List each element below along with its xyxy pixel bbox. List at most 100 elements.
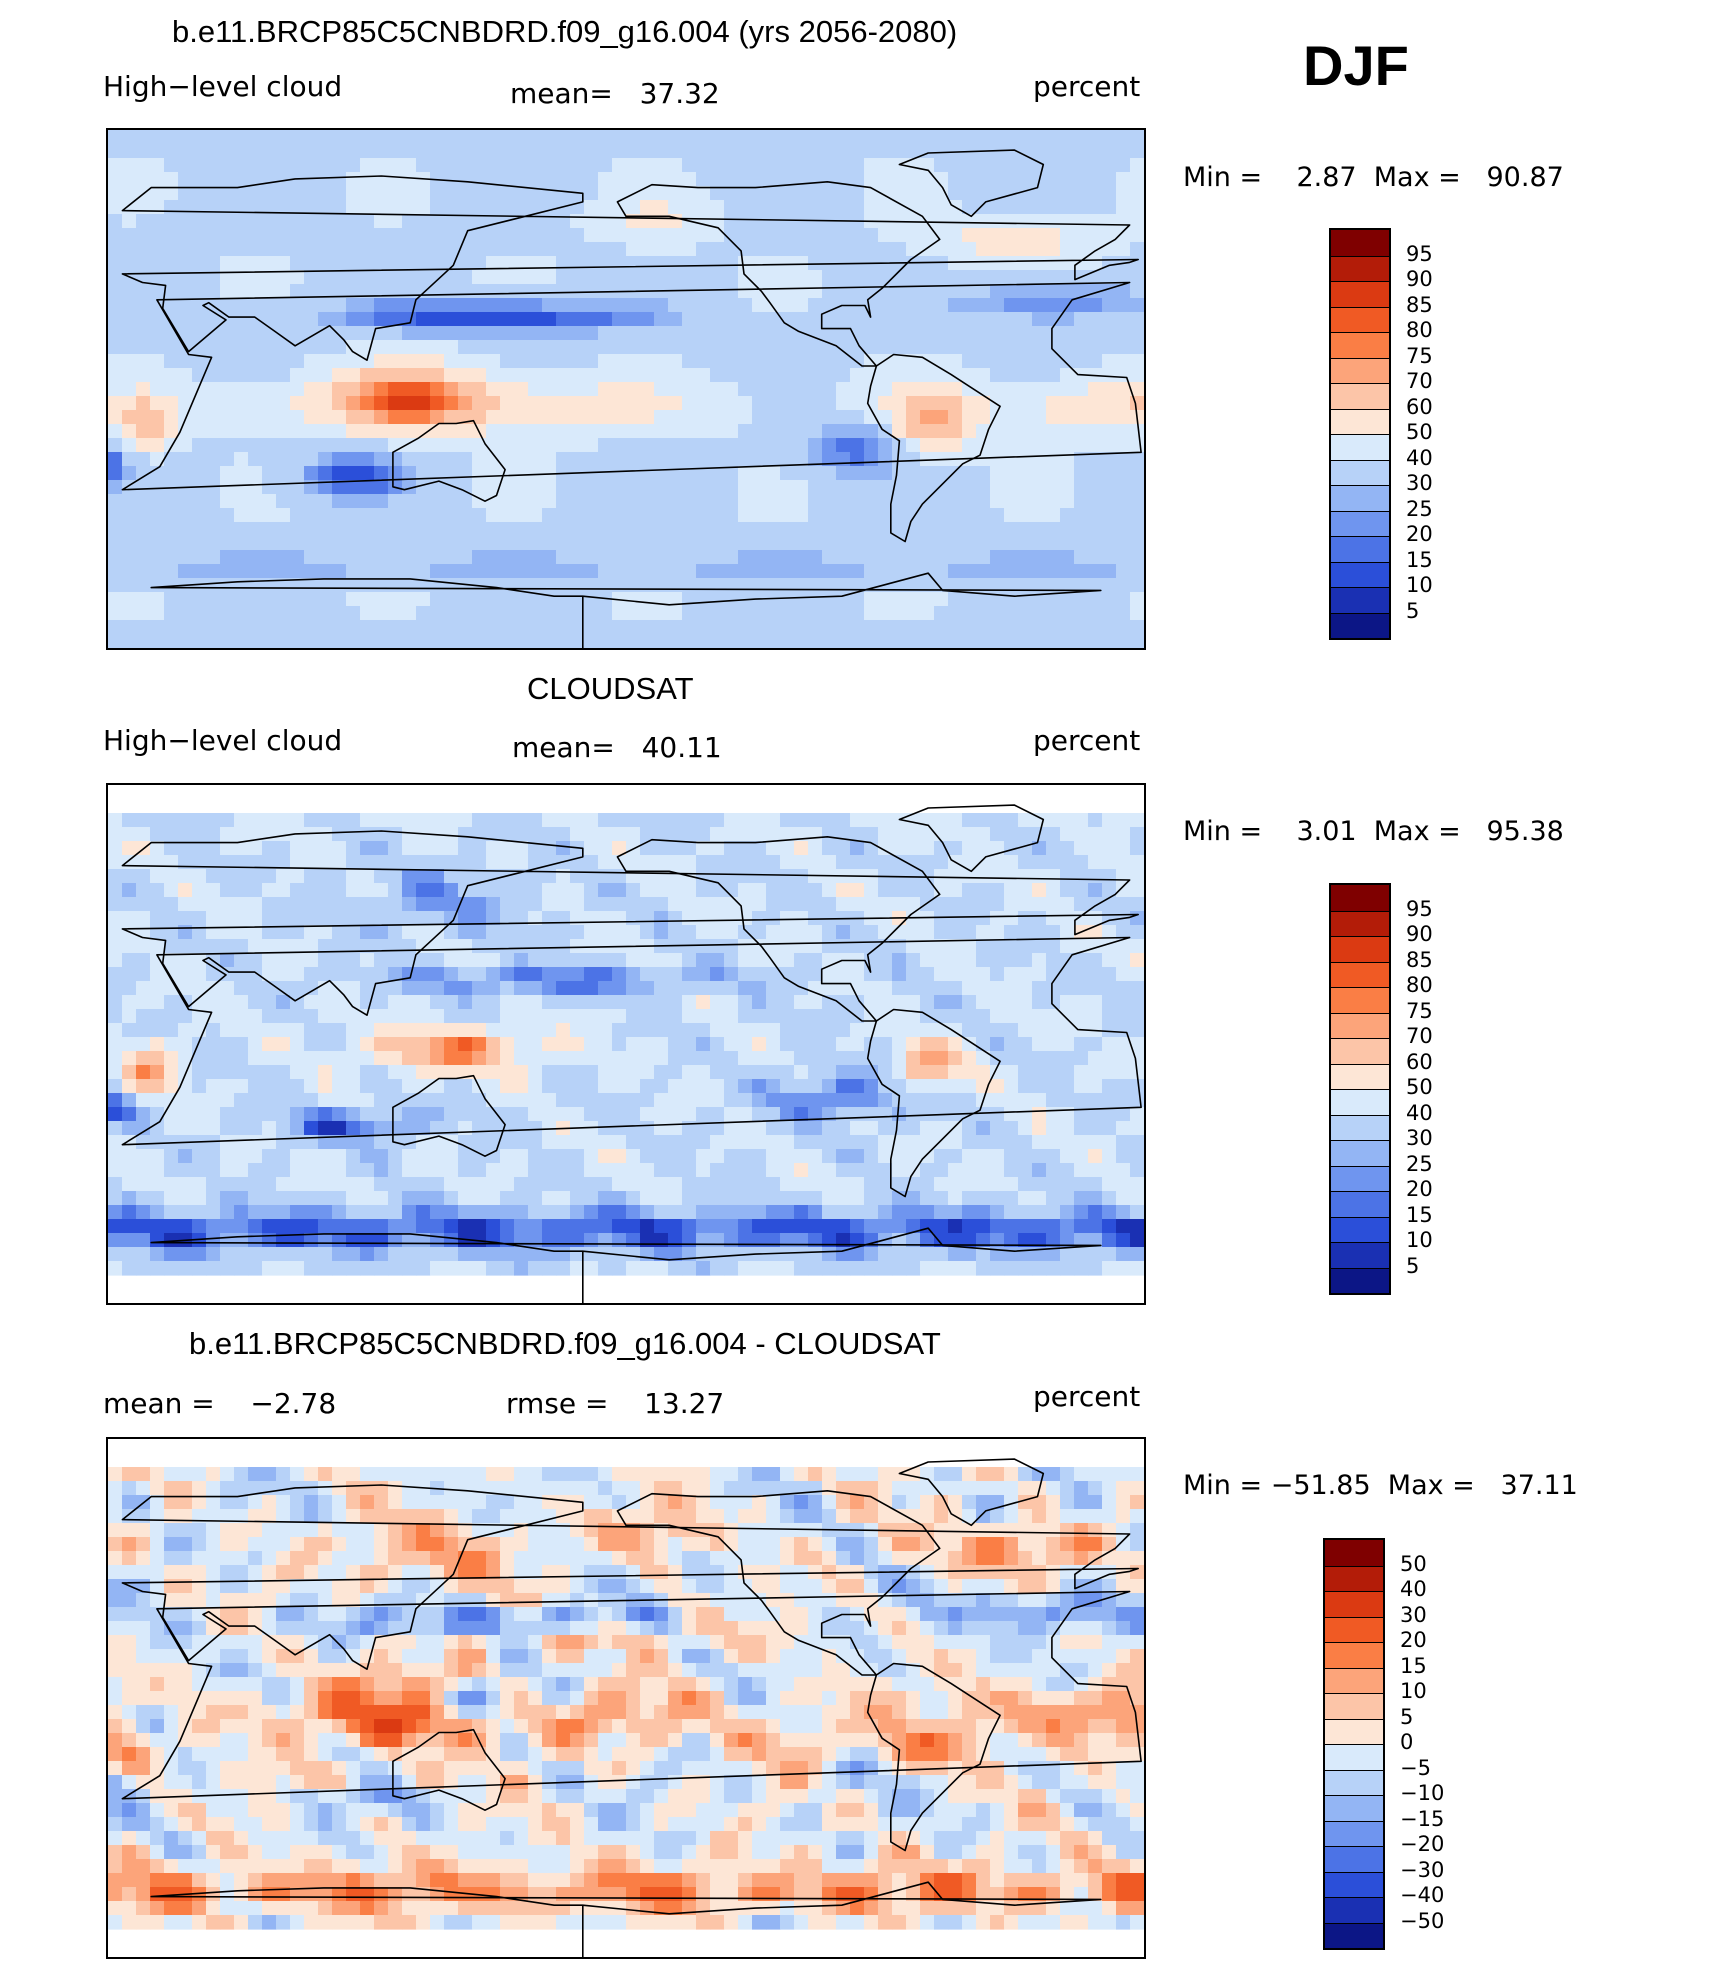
colorbar-tick-label: 90 (1406, 922, 1433, 946)
min-max-label: Min = −51.85 Max = 37.11 (1183, 1470, 1578, 1501)
colorbar-tick-label: −10 (1400, 1781, 1445, 1805)
units-label: percent (1033, 70, 1141, 103)
colorbar-tick-label: 85 (1406, 292, 1433, 317)
colorbar-segment (1325, 1642, 1383, 1668)
colorbar-tick-label: 60 (1406, 1049, 1433, 1074)
colorbar-tick-label: 15 (1406, 1202, 1433, 1227)
colorbar-tick-label: 85 (1406, 947, 1433, 972)
map-obs (106, 783, 1146, 1305)
colorbar-segment (1325, 1871, 1383, 1897)
coastline (392, 419, 506, 503)
colorbar-segment (1325, 1565, 1383, 1591)
colorbar-tick-label: 80 (1406, 973, 1433, 997)
colorbar-segment (1331, 485, 1389, 511)
colorbar-tick-label: 90 (1406, 267, 1433, 291)
colorbar-segment (1331, 230, 1389, 256)
colorbar-tick-label: −5 (1400, 1755, 1431, 1780)
mean-label: mean= 37.32 (510, 77, 720, 110)
coastline (866, 1008, 1001, 1198)
coastline (121, 830, 1139, 1016)
colorbar-segment (1331, 885, 1389, 911)
colorbar-tick-label: −15 (1400, 1806, 1445, 1831)
colorbar-tick-label: 40 (1406, 1100, 1433, 1125)
colorbar-tick-label: −50 (1400, 1908, 1445, 1933)
colorbar-tick-label: 20 (1406, 522, 1433, 546)
coastline (866, 1662, 1001, 1852)
colorbar-tick-label: 95 (1406, 241, 1433, 266)
colorbar-tick-label: 30 (1406, 1126, 1433, 1150)
colorbar-tick-label: 25 (1406, 496, 1433, 521)
colorbar-tick-label: 10 (1400, 1679, 1427, 1703)
colorbar-segment (1331, 961, 1389, 987)
colorbar-segment (1331, 1140, 1389, 1166)
colorbar-tick-label: 20 (1400, 1628, 1427, 1652)
colorbar-segment (1331, 1063, 1389, 1089)
colorbar-segment (1331, 910, 1389, 936)
coastline (150, 1227, 1102, 1303)
colorbar-tick-label: 30 (1406, 471, 1433, 495)
colorbar-tick-label: 80 (1406, 318, 1433, 342)
colorbar-segment (1325, 1718, 1383, 1744)
colorbar-segment (1325, 1616, 1383, 1642)
colorbar-tick-label: 5 (1406, 598, 1420, 623)
coastline (392, 1074, 506, 1158)
colorbar-segment (1325, 1591, 1383, 1617)
coastline (866, 353, 1001, 543)
colorbar-segment (1331, 1191, 1389, 1217)
colorbar-segment (1331, 306, 1389, 332)
colorbar-tick-label: 30 (1400, 1602, 1427, 1627)
map-model (106, 128, 1146, 650)
colorbar-segment (1331, 255, 1389, 281)
colorbar-segment (1325, 1820, 1383, 1846)
colorbar-tick-label: 70 (1406, 369, 1433, 393)
colorbar-segment (1325, 1795, 1383, 1821)
colorbar-tick-label: 10 (1406, 573, 1433, 597)
season-label: DJF (1303, 34, 1409, 97)
colorbar-segment (1325, 1540, 1383, 1566)
colorbar-segment (1325, 1744, 1383, 1770)
units-label: percent (1033, 724, 1141, 757)
colorbar-tick-label: 15 (1400, 1653, 1427, 1678)
variable-label: High−level cloud (103, 724, 343, 757)
colorbar-segment (1331, 434, 1389, 460)
coastline (898, 804, 1045, 873)
colorbar (1323, 1538, 1385, 1950)
colorbar-segment (1331, 1114, 1389, 1140)
panel-title: CLOUDSAT (527, 671, 694, 706)
coastline (121, 1590, 1142, 1800)
mean-label: mean = −2.78 (103, 1387, 337, 1420)
colorbar-segment (1331, 383, 1389, 409)
colorbar-tick-label: −30 (1400, 1857, 1445, 1882)
colorbar-tick-label: 15 (1406, 547, 1433, 572)
colorbar-segment (1331, 357, 1389, 383)
colorbar-segment (1331, 1012, 1389, 1038)
colorbar-segment (1331, 510, 1389, 536)
colorbar-tick-label: −20 (1400, 1832, 1445, 1856)
colorbar-segment (1331, 936, 1389, 962)
colorbar-tick-label: 50 (1406, 1075, 1433, 1099)
colorbar-tick-label: 0 (1400, 1730, 1414, 1754)
units-label: percent (1033, 1380, 1141, 1413)
colorbar-tick-label: 5 (1406, 1253, 1420, 1278)
colorbar-segment (1331, 1267, 1389, 1293)
coastline (121, 281, 1142, 491)
colorbar-segment (1331, 1165, 1389, 1191)
colorbar-tick-label: 20 (1406, 1177, 1433, 1201)
min-max-label: Min = 3.01 Max = 95.38 (1183, 816, 1564, 847)
coastline (616, 835, 941, 1022)
variable-label: High−level cloud (103, 70, 343, 103)
coastline (616, 180, 941, 367)
colorbar-segment (1325, 1769, 1383, 1795)
colorbar (1329, 228, 1391, 640)
colorbar-segment (1331, 1242, 1389, 1268)
colorbar-segment (1331, 459, 1389, 485)
colorbar-segment (1331, 408, 1389, 434)
coastline (392, 1728, 506, 1812)
coastline (616, 1489, 941, 1676)
colorbar-segment (1325, 1922, 1383, 1948)
colorbar-segment (1331, 987, 1389, 1013)
colorbar-tick-label: 25 (1406, 1151, 1433, 1176)
coastline (121, 1484, 1139, 1670)
colorbar-segment (1325, 1846, 1383, 1872)
colorbar-tick-label: 75 (1406, 343, 1433, 368)
